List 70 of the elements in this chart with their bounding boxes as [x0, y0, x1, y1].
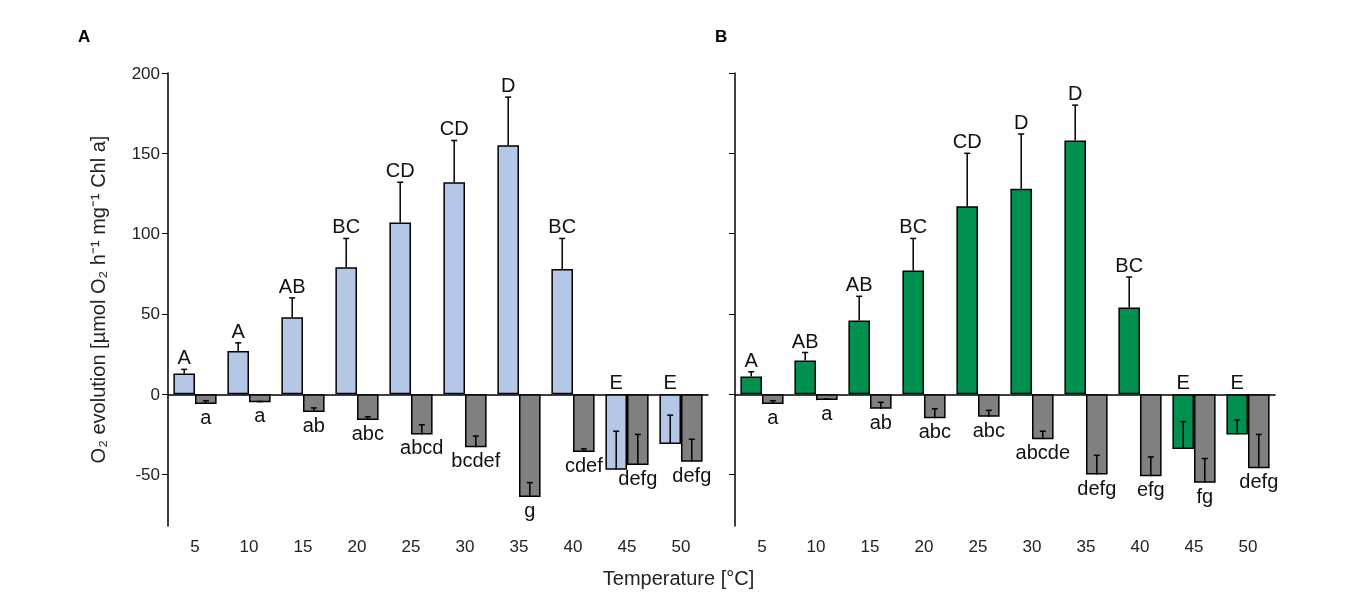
y-tick-label: 0 [150, 384, 160, 404]
x-tick-label: 20 [347, 537, 367, 556]
y-tick-label: 200 [131, 63, 160, 83]
x-tick-label: 20 [914, 537, 934, 556]
annotation: E [1230, 371, 1244, 394]
annotation: AB [845, 273, 873, 296]
annotation: a [821, 401, 834, 424]
x-tick-label: 10 [806, 537, 826, 556]
x-tick-label: 40 [563, 537, 583, 556]
annotation: AB [791, 329, 819, 352]
annotation: BC [899, 215, 928, 238]
annotation: E [663, 371, 677, 394]
annotation: A [177, 346, 192, 369]
annotation: defg [618, 466, 658, 489]
annotation: defg [672, 463, 712, 486]
x-tick-label: 50 [671, 537, 691, 556]
chart-title: A [78, 27, 91, 46]
annotation: D [1067, 82, 1083, 105]
annotation: CD [952, 130, 982, 153]
annotation: g [524, 499, 536, 522]
x-tick-label: 15 [293, 537, 313, 556]
y-axis-title: O₂ evolution [µmol O₂ h⁻¹ mg⁻¹ Chl a] [87, 135, 109, 464]
x-tick-label: 35 [1076, 537, 1096, 556]
x-tick-label: 15 [860, 537, 880, 556]
annotation: efg [1136, 478, 1165, 501]
annotation: abcd [400, 436, 444, 459]
annotation: abcde [1015, 441, 1071, 464]
annotation: A [231, 319, 246, 342]
annotation: E [609, 371, 623, 394]
annotation: defg [1239, 470, 1279, 493]
annotation: a [767, 405, 780, 428]
annotation: a [200, 405, 213, 428]
y-tick-label: -50 [135, 465, 160, 485]
y-tick-label: 150 [131, 143, 160, 163]
annotation: BC [548, 215, 577, 238]
annotation: defg [1077, 476, 1117, 499]
annotation: CD [385, 159, 415, 182]
annotation: D [500, 74, 516, 97]
x-tick-label: 35 [509, 537, 529, 556]
annotation: A [744, 348, 759, 371]
chart-title: B [715, 27, 728, 46]
annotation: E [1176, 371, 1190, 394]
annotation: AB [278, 274, 306, 297]
y-tick-label: 100 [131, 224, 160, 244]
annotation: ab [869, 410, 892, 433]
annotation: fg [1196, 484, 1214, 507]
x-tick-label: 40 [1130, 537, 1150, 556]
annotation: cdef [564, 454, 604, 477]
annotation: a [254, 404, 267, 427]
x-tick-label: 5 [757, 537, 767, 556]
x-tick-label: 45 [1184, 537, 1204, 556]
x-tick-label: 30 [455, 537, 475, 556]
y-tick-label: 50 [141, 304, 160, 324]
x-tick-label: 25 [968, 537, 988, 556]
annotation: BC [1115, 254, 1144, 277]
annotation: ab [302, 413, 325, 436]
x-tick-label: 50 [1238, 537, 1258, 556]
x-tick-label: 10 [239, 537, 259, 556]
annotation: abc [351, 421, 384, 444]
annotation: CD [439, 117, 469, 140]
annotation: abc [972, 418, 1005, 441]
annotation: abc [918, 420, 951, 443]
annotation: bcdef [451, 449, 501, 472]
x-tick-label: 30 [1022, 537, 1042, 556]
x-tick-label: 25 [401, 537, 421, 556]
x-tick-label: 5 [190, 537, 200, 556]
annotation: BC [332, 215, 361, 238]
x-tick-label: 45 [617, 537, 637, 556]
x-axis-title: Temperature [°C] [601, 567, 756, 590]
annotation: D [1013, 111, 1029, 134]
